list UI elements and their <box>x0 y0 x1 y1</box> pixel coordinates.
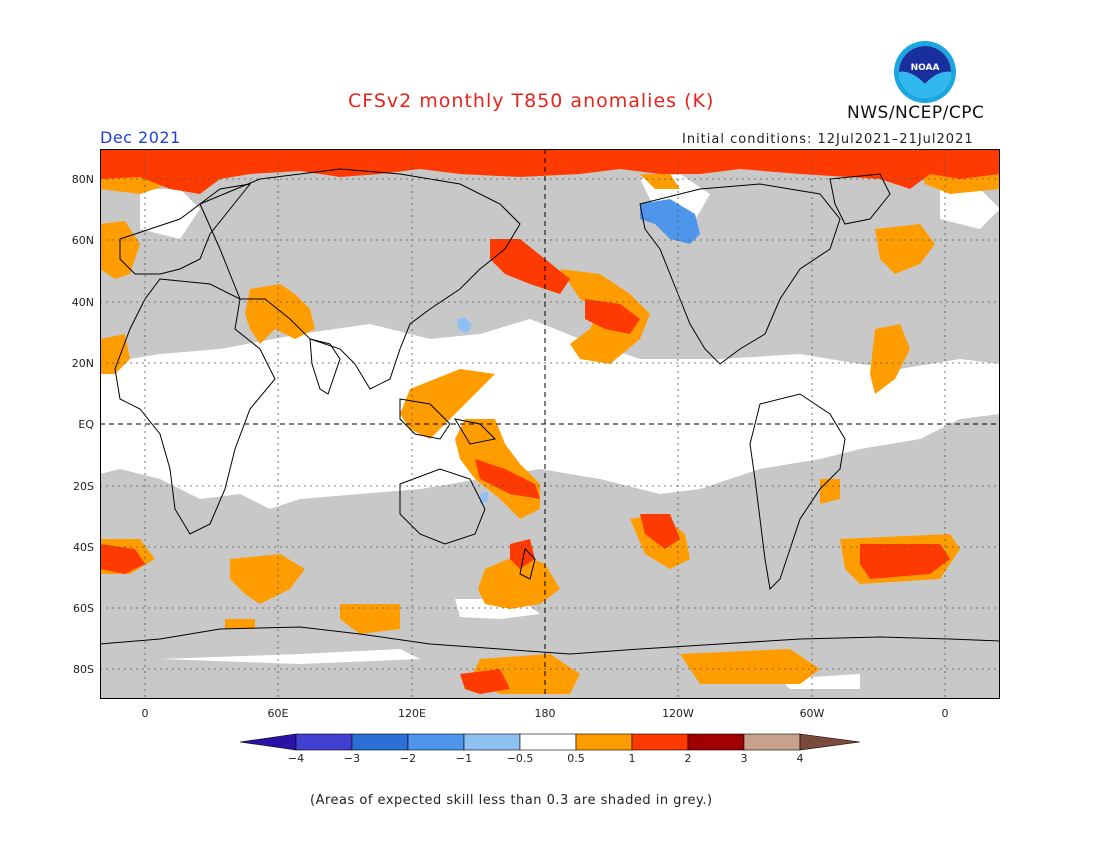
lat-label-eq: EQ <box>78 418 94 431</box>
lat-label-80s: 80S <box>73 663 94 676</box>
colorbar-label: −4 <box>287 752 305 765</box>
colorbar-swatch <box>463 733 521 751</box>
lat-label-40n: 40N <box>71 296 94 309</box>
colorbar-min-arrow <box>240 733 297 751</box>
colorbar-swatch <box>351 733 409 751</box>
initial-conditions: Initial conditions: 12Jul2021–21Jul2021 <box>682 132 974 147</box>
colorbar-swatch <box>519 733 577 751</box>
colorbar-label: 0.5 <box>567 752 585 765</box>
lon-label-60e: 60E <box>267 707 289 720</box>
lon-label-0-east: 0 <box>941 707 949 720</box>
colorbar-swatch <box>295 733 353 751</box>
skill-footnote: (Areas of expected skill less than 0.3 a… <box>310 793 713 808</box>
coastlines <box>100 168 1000 655</box>
colorbar-label: 2 <box>684 752 692 765</box>
noaa-logo: NOAA <box>894 41 956 103</box>
colorbar-label: 4 <box>796 752 804 765</box>
colorbar-label: 3 <box>740 752 748 765</box>
lat-label-60s: 60S <box>73 602 94 615</box>
colorbar-label: −3 <box>343 752 361 765</box>
organization-label: NWS/NCEP/CPC <box>847 103 985 123</box>
lon-label-0: 0 <box>141 707 149 720</box>
anomaly-map <box>100 149 1000 699</box>
lat-label-40s: 40S <box>73 541 94 554</box>
colorbar-swatch <box>407 733 465 751</box>
colorbar-swatch <box>687 733 745 751</box>
lat-label-20s: 20S <box>73 480 94 493</box>
colorbar-swatch <box>631 733 689 751</box>
lat-label-20n: 20N <box>71 357 94 370</box>
equator-dateline <box>100 149 1000 699</box>
map-title: CFSv2 monthly T850 anomalies (K) <box>348 90 715 112</box>
svg-text:NOAA: NOAA <box>911 63 940 73</box>
forecast-month: Dec 2021 <box>100 128 181 147</box>
graticule <box>100 149 1000 699</box>
lon-label-120e: 120E <box>398 707 426 720</box>
strong-warm-anomaly-areas <box>100 149 1000 694</box>
colorbar-label: −2 <box>399 752 417 765</box>
colorbar-label: −0.5 <box>506 752 534 765</box>
map-frame <box>100 149 1000 699</box>
lat-label-80n: 80N <box>71 173 94 186</box>
lat-label-60n: 60N <box>71 234 94 247</box>
cool-anomaly-areas <box>457 199 700 504</box>
colorbar-max-arrow <box>799 733 861 751</box>
lon-label-60w: 60W <box>799 707 825 720</box>
colorbar <box>240 733 861 751</box>
lon-label-120w: 120W <box>662 707 694 720</box>
lon-label-180: 180 <box>534 707 556 720</box>
colorbar-label: 1 <box>628 752 636 765</box>
colorbar-label: −1 <box>455 752 473 765</box>
colorbar-swatch <box>743 733 801 751</box>
colorbar-swatch <box>575 733 633 751</box>
